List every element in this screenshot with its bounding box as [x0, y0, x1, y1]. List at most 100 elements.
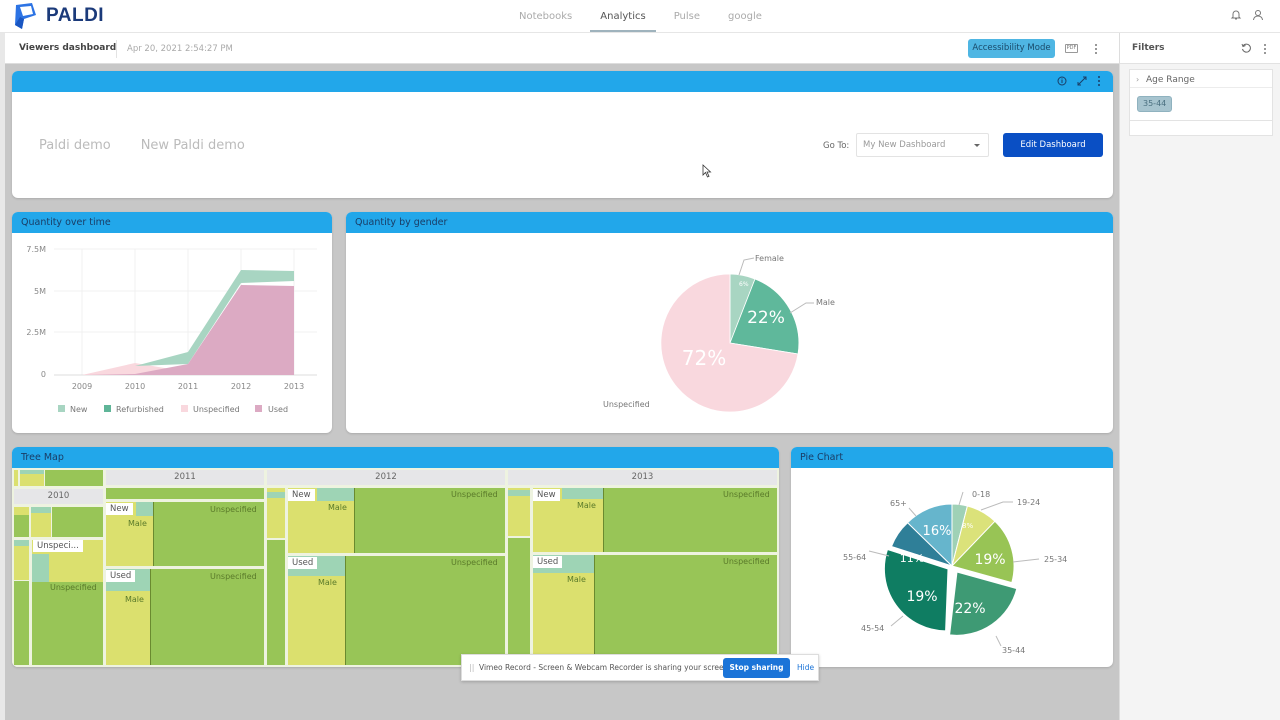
- svg-text:Male: Male: [816, 298, 835, 307]
- treemap-year-2012: 2012: [267, 470, 505, 485]
- svg-text:7.5M: 7.5M: [26, 245, 46, 254]
- treemap-tag-unspecified: Unspeci...: [33, 540, 83, 552]
- quantity-over-time-widget: Quantity over time 7.5M 5M 2.5M 0 2009 2…: [12, 212, 332, 433]
- treemap-tag-new: New: [533, 489, 560, 501]
- chart-legend: New Refurbished Unspecified Used: [58, 405, 288, 414]
- widget-title: Tree Map: [12, 447, 779, 468]
- user-icon[interactable]: [1252, 9, 1264, 21]
- treemap-year-2011: 2011: [106, 470, 264, 485]
- drag-handle-icon[interactable]: ||: [469, 663, 475, 672]
- svg-text:19-24: 19-24: [1017, 498, 1040, 507]
- svg-text:22%: 22%: [747, 308, 785, 328]
- svg-text:45-54: 45-54: [861, 624, 884, 633]
- pie-chart-widget: Pie Chart 8% 19% 22% 19% 11% 16%: [791, 447, 1113, 667]
- nav-analytics[interactable]: Analytics: [586, 0, 659, 33]
- svg-text:19%: 19%: [974, 552, 1005, 568]
- svg-text:72%: 72%: [682, 346, 726, 370]
- dashboard-canvas: Paldi demo New Paldi demo Go To: My New …: [5, 64, 1119, 720]
- svg-text:Unspecified: Unspecified: [603, 400, 650, 409]
- screen-share-notification: || Vimeo Record - Screen & Webcam Record…: [461, 654, 819, 681]
- svg-text:35-44: 35-44: [1002, 646, 1025, 655]
- filter-label: Age Range: [1146, 75, 1195, 85]
- svg-text:2013: 2013: [284, 382, 304, 391]
- svg-text:6%: 6%: [739, 281, 749, 288]
- edit-dashboard-button[interactable]: Edit Dashboard: [1003, 133, 1103, 157]
- navigation-widget: Paldi demo New Paldi demo Go To: My New …: [12, 71, 1113, 198]
- svg-text:8%: 8%: [962, 522, 973, 530]
- widget-title: Pie Chart: [791, 447, 1113, 468]
- svg-text:22%: 22%: [954, 601, 985, 617]
- age-pie-chart[interactable]: 8% 19% 22% 19% 11% 16% 0-18 19-24 25-34 …: [791, 468, 1113, 667]
- svg-text:2012: 2012: [231, 382, 251, 391]
- svg-text:19%: 19%: [906, 589, 937, 605]
- logo[interactable]: PALDI: [12, 1, 104, 31]
- dashboard-title: Viewers dashboard: [19, 43, 117, 53]
- svg-text:65+: 65+: [890, 499, 907, 508]
- nav-pulse[interactable]: Pulse: [673, 11, 701, 22]
- treemap-tag-used: Used: [288, 557, 318, 569]
- nav-notebooks[interactable]: Notebooks: [519, 11, 573, 22]
- svg-text:0: 0: [41, 370, 46, 379]
- gender-pie-chart[interactable]: 6% 22% 72% Female Male Unspecified: [346, 233, 1113, 433]
- info-icon[interactable]: [1057, 76, 1067, 86]
- quantity-by-gender-widget: Quantity by gender 6% 22% 72% Female Mal…: [346, 212, 1113, 433]
- area-chart[interactable]: 7.5M 5M 2.5M 0 2009 2010 2011 2012 2013 …: [12, 233, 332, 433]
- dashboard-more-icon[interactable]: [1094, 44, 1098, 54]
- mouse-cursor-icon: [702, 164, 712, 178]
- svg-text:2010: 2010: [125, 382, 145, 391]
- sharing-message: Vimeo Record - Screen & Webcam Recorder …: [479, 663, 731, 672]
- svg-text:5M: 5M: [34, 287, 46, 296]
- nav-google[interactable]: google: [728, 11, 762, 22]
- treemap-tag-new: New: [288, 489, 315, 501]
- filters-title: Filters: [1132, 43, 1165, 53]
- svg-text:11%: 11%: [900, 552, 924, 565]
- hide-link[interactable]: Hide: [797, 663, 815, 672]
- svg-text:55-64: 55-64: [843, 553, 866, 562]
- svg-text:Female: Female: [755, 254, 784, 263]
- chevron-right-icon[interactable]: ›: [1136, 75, 1140, 84]
- svg-text:Unspecified: Unspecified: [193, 405, 240, 414]
- treemap-year-2010: 2010: [14, 489, 103, 504]
- svg-text:Refurbished: Refurbished: [116, 405, 164, 414]
- top-icons: [1230, 9, 1264, 21]
- expand-icon[interactable]: [1077, 76, 1087, 86]
- widget-more-icon[interactable]: [1097, 76, 1101, 86]
- svg-text:2011: 2011: [178, 382, 198, 391]
- main-nav: Notebooks Analytics Pulse google: [505, 0, 776, 33]
- dashboard-timestamp: Apr 20, 2021 2:54:27 PM: [127, 44, 233, 54]
- treemap-year-2013: 2013: [508, 470, 777, 485]
- left-edge: [0, 33, 5, 720]
- widget-header: [12, 71, 1113, 92]
- goto-label: Go To:: [823, 141, 850, 151]
- treemap-tag-used: Used: [106, 570, 136, 582]
- treemap-tag-used: Used: [533, 556, 563, 568]
- svg-text:New: New: [70, 405, 88, 414]
- treemap[interactable]: 2010 Unspeci... Unspecified 2011 New Mal…: [12, 468, 779, 667]
- svg-text:16%: 16%: [923, 524, 952, 539]
- filters-more-icon[interactable]: [1263, 44, 1267, 54]
- svg-text:Used: Used: [268, 405, 288, 414]
- dashboard-toolbar: Viewers dashboard Apr 20, 2021 2:54:27 P…: [5, 34, 1119, 64]
- reset-filters-icon[interactable]: [1241, 43, 1251, 53]
- pdf-export-icon[interactable]: PDF: [1065, 44, 1078, 53]
- bell-icon[interactable]: [1230, 9, 1242, 21]
- svg-text:0-18: 0-18: [972, 490, 990, 499]
- filters-header: Filters: [1120, 33, 1280, 64]
- goto-dashboard-select[interactable]: My New Dashboard: [856, 133, 989, 157]
- caret-down-icon: [974, 144, 980, 147]
- tree-map-widget: Tree Map 2010 Unspeci... Unspecified 201…: [12, 447, 779, 667]
- dashboard-links: Paldi demo New Paldi demo: [39, 138, 245, 153]
- widget-title: Quantity by gender: [346, 212, 1113, 233]
- top-bar: PALDI Notebooks Analytics Pulse google: [0, 0, 1280, 33]
- treemap-tag-new: New: [106, 503, 133, 515]
- filter-age-range[interactable]: › Age Range 35-44: [1129, 69, 1273, 136]
- stop-sharing-button[interactable]: Stop sharing: [723, 658, 790, 678]
- link-new-paldi-demo[interactable]: New Paldi demo: [140, 138, 245, 153]
- link-paldi-demo[interactable]: Paldi demo: [39, 138, 111, 153]
- filter-chip-35-44[interactable]: 35-44: [1137, 96, 1173, 112]
- accessibility-mode-button[interactable]: Accessibility Mode: [968, 39, 1055, 58]
- paldi-logo-icon: [15, 3, 36, 29]
- widget-actions: [1057, 76, 1101, 86]
- svg-text:25-34: 25-34: [1044, 555, 1067, 564]
- svg-text:2.5M: 2.5M: [26, 328, 46, 337]
